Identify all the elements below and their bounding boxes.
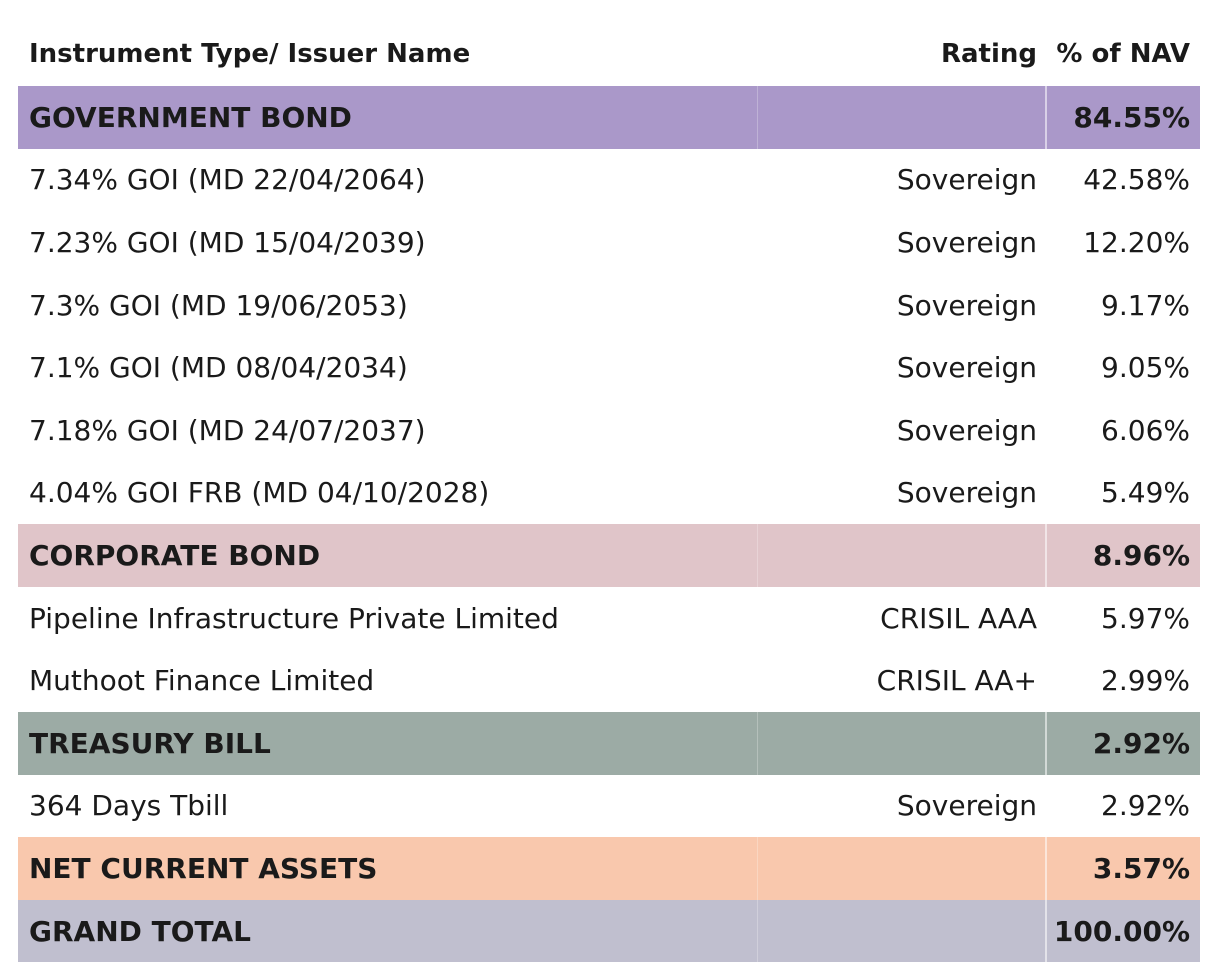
- portfolio-holdings-table: Instrument Type/ Issuer Name Rating % of…: [18, 22, 1200, 963]
- percent-nav-value: 84.55%: [1073, 100, 1190, 134]
- rating-value: [758, 524, 1047, 587]
- rating-value: Sovereign: [896, 789, 1037, 823]
- percent-nav-value: 2.99%: [1101, 664, 1190, 698]
- rating-value: Sovereign: [896, 413, 1037, 447]
- issuer-name: 4.04% GOI FRB (MD 04/10/2028): [29, 476, 490, 510]
- percent-nav-value: 100.00%: [1053, 914, 1190, 948]
- issuer-name: 7.18% GOI (MD 24/07/2037): [29, 413, 426, 447]
- rating-value: CRISIL AA+: [876, 664, 1037, 698]
- percent-nav-value: 2.92%: [1101, 789, 1190, 823]
- percent-nav-value: 8.96%: [1092, 538, 1190, 572]
- rating-value: Sovereign: [896, 163, 1037, 197]
- category-name: GRAND TOTAL: [18, 899, 758, 963]
- rating-value: [758, 86, 1047, 149]
- table-body: GOVERNMENT BOND 84.55% 7.34% GOI (MD 22/04…: [18, 86, 1200, 963]
- category-name: GOVERNMENT BOND: [18, 86, 758, 149]
- issuer-name: 7.23% GOI (MD 15/04/2039): [29, 225, 426, 259]
- percent-nav-value: 5.49%: [1101, 476, 1190, 510]
- category-row: CORPORATE BOND 8.96%: [18, 524, 1200, 587]
- percent-nav-value: 5.97%: [1101, 601, 1190, 635]
- holding-row: 7.23% GOI (MD 15/04/2039) Sovereign 12.20%: [18, 211, 1200, 274]
- category-row: NET CURRENT ASSETS 3.57%: [18, 837, 1200, 900]
- category-name: NET CURRENT ASSETS: [18, 837, 758, 900]
- category-row: GRAND TOTAL 100.00%: [18, 899, 1200, 963]
- percent-nav-value: 9.05%: [1101, 351, 1190, 385]
- percent-nav-value: 3.57%: [1092, 851, 1190, 885]
- issuer-name: 7.34% GOI (MD 22/04/2064): [29, 163, 426, 197]
- rating-value: [758, 711, 1047, 775]
- percent-nav-value: 42.58%: [1083, 163, 1190, 197]
- rating-value: [758, 899, 1047, 963]
- rating-value: Sovereign: [896, 476, 1037, 510]
- header-instrument-name: Instrument Type/ Issuer Name: [29, 39, 471, 69]
- issuer-name: 7.3% GOI (MD 19/06/2053): [29, 288, 408, 322]
- percent-nav-value: 2.92%: [1092, 726, 1190, 760]
- rating-value: Sovereign: [896, 225, 1037, 259]
- holding-row: 7.18% GOI (MD 24/07/2037) Sovereign 6.06%: [18, 399, 1200, 462]
- holding-row: 7.34% GOI (MD 22/04/2064) Sovereign 42.58%: [18, 149, 1200, 212]
- category-name: CORPORATE BOND: [18, 524, 758, 587]
- rating-value: Sovereign: [896, 288, 1037, 322]
- issuer-name: 364 Days Tbill: [29, 789, 229, 823]
- holding-row: 7.1% GOI (MD 08/04/2034) Sovereign 9.05%: [18, 336, 1200, 399]
- header-percent-nav: % of NAV: [1056, 39, 1190, 69]
- issuer-name: 7.1% GOI (MD 08/04/2034): [29, 351, 408, 385]
- holding-row: 4.04% GOI FRB (MD 04/10/2028) Sovereign 5.…: [18, 462, 1200, 525]
- holding-row: Muthoot Finance Limited CRISIL AA+ 2.99%: [18, 649, 1200, 712]
- issuer-name: Muthoot Finance Limited: [29, 664, 375, 698]
- issuer-name: Pipeline Infrastructure Private Limited: [29, 601, 559, 635]
- category-name: TREASURY BILL: [18, 711, 758, 775]
- percent-nav-value: 12.20%: [1083, 225, 1190, 259]
- header-rating: Rating: [940, 39, 1037, 69]
- holding-row: 7.3% GOI (MD 19/06/2053) Sovereign 9.17%: [18, 274, 1200, 337]
- rating-value: CRISIL AAA: [880, 601, 1037, 635]
- category-row: TREASURY BILL 2.92%: [18, 711, 1200, 775]
- rating-value: [758, 837, 1047, 900]
- category-row: GOVERNMENT BOND 84.55%: [18, 86, 1200, 149]
- percent-nav-value: 6.06%: [1101, 413, 1190, 447]
- holding-row: 364 Days Tbill Sovereign 2.92%: [18, 775, 1200, 838]
- percent-nav-value: 9.17%: [1101, 288, 1190, 322]
- holding-row: Pipeline Infrastructure Private Limited C…: [18, 587, 1200, 650]
- rating-value: Sovereign: [896, 351, 1037, 385]
- table-header-row: Instrument Type/ Issuer Name Rating % of…: [18, 22, 1200, 86]
